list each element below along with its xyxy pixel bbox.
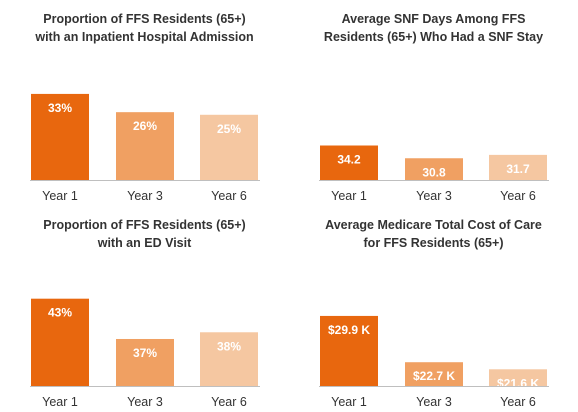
chart-inpatient-admission: Proportion of FFS Residents (65+) with a… [0,0,289,206]
bar-chart: 33% Year 1 26% Year 3 25% Year 6 [30,93,260,203]
x-tick-label: Year 3 [127,395,163,409]
data-label: $22.7 K [413,369,455,383]
bar-chart: 34.2 Year 1 30.8 Year 3 31.7 Year 6 [319,145,549,203]
data-label: $21.6 K [497,376,539,390]
x-tick-label: Year 6 [500,189,536,203]
chart-title: Average SNF Days Among FFS Residents (65… [323,12,544,44]
data-label: 43% [48,306,72,320]
bar-year-6 [200,332,258,386]
chart-title: Proportion of FFS Residents (65+) with a… [35,12,254,44]
bar-year-1 [320,145,378,180]
x-tick-label: Year 3 [127,189,163,203]
bar-year-6 [489,369,547,386]
chart-title: Proportion of FFS Residents (65+) with a… [43,218,246,250]
data-label: 33% [48,101,72,115]
x-tick-label: Year 1 [42,189,78,203]
data-label: 30.8 [422,165,446,179]
bar-year-1 [320,315,378,386]
bar-year-3 [405,158,463,180]
chart-snf-days: Average SNF Days Among FFS Residents (65… [289,0,578,206]
x-tick-label: Year 6 [211,395,247,409]
bar-year-3 [116,338,174,386]
data-label: 34.2 [337,153,361,167]
x-tick-label: Year 1 [42,395,78,409]
chart-ed-visit: Proportion of FFS Residents (65+) with a… [0,206,289,412]
bar-year-6 [200,114,258,180]
bar-year-3 [405,362,463,386]
chart-total-cost: Average Medicare Total Cost of Care for … [289,206,578,412]
x-tick-label: Year 1 [331,395,367,409]
bar-year-1 [31,93,89,180]
data-label: $29.9 K [328,323,370,337]
bar-year-6 [489,154,547,180]
data-label: 37% [133,346,157,360]
x-tick-label: Year 1 [331,189,367,203]
x-tick-label: Year 6 [500,395,536,409]
data-label: 26% [133,119,157,133]
bar-year-1 [31,298,89,386]
data-label: 25% [217,122,241,136]
x-tick-label: Year 6 [211,189,247,203]
x-tick-label: Year 3 [416,395,452,409]
data-label: 31.7 [506,162,530,176]
data-label: 38% [217,339,241,353]
bar-chart: $29.9 K Year 1 $22.7 K Year 3 $21.6 K Year 6 [319,315,549,409]
bar-chart: 43% Year 1 37% Year 3 38% Year 6 [30,298,260,409]
x-tick-label: Year 3 [416,189,452,203]
bar-year-3 [116,112,174,180]
chart-title: Average Medicare Total Cost of Care for … [325,218,542,250]
